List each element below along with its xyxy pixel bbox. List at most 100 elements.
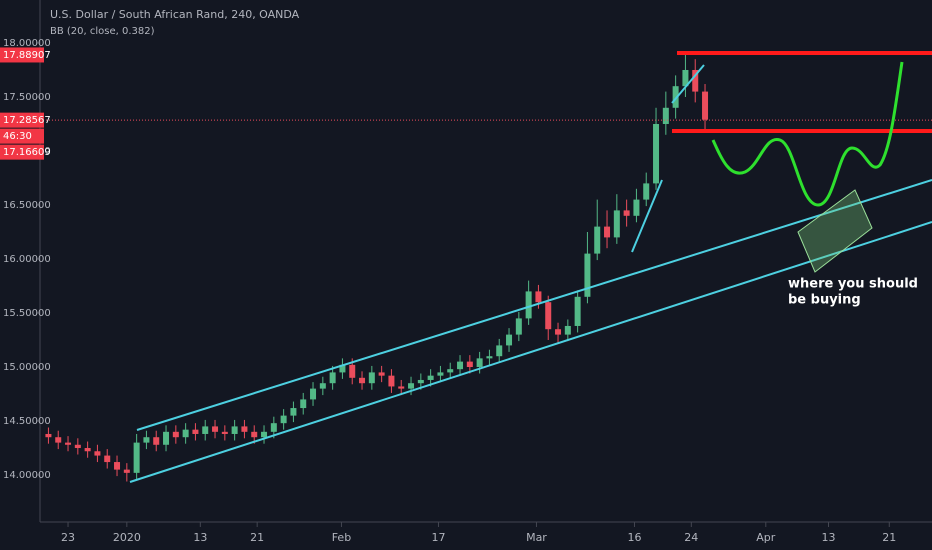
annotation: where you should bbox=[788, 277, 918, 292]
candle-body bbox=[94, 451, 101, 456]
countdown-label: 46:30 bbox=[3, 131, 32, 142]
candle-body bbox=[535, 291, 542, 303]
price-tag-label: 17.88907 bbox=[3, 50, 51, 61]
candle-body bbox=[329, 372, 336, 384]
candle-body bbox=[574, 296, 581, 326]
candle-body bbox=[672, 86, 679, 108]
candle-body bbox=[114, 462, 121, 470]
candle-body bbox=[594, 226, 601, 254]
candle-body bbox=[65, 442, 72, 445]
candle-body bbox=[604, 226, 611, 238]
price-tag bbox=[0, 112, 44, 128]
candle-body bbox=[545, 302, 552, 330]
candle-body bbox=[241, 426, 248, 432]
candle-body bbox=[613, 210, 620, 238]
projection-curve bbox=[711, 61, 904, 207]
candle-body bbox=[525, 291, 532, 319]
candle-body bbox=[702, 91, 709, 120]
y-tick-label: 18.00000 bbox=[3, 38, 51, 49]
candle-body bbox=[682, 69, 689, 87]
candle-body bbox=[104, 455, 111, 463]
candle-body bbox=[555, 329, 562, 335]
candle-body bbox=[280, 415, 287, 424]
price-tag-label: 17.16609 bbox=[3, 147, 51, 158]
x-tick-label: 21 bbox=[250, 531, 264, 544]
y-tick-label: 14.50000 bbox=[3, 416, 51, 427]
channel-upper bbox=[136, 179, 932, 431]
y-tick-label: 16.00000 bbox=[3, 254, 51, 265]
candle-body bbox=[45, 433, 52, 438]
y-tick-label: 15.00000 bbox=[3, 362, 51, 373]
candle-body bbox=[231, 426, 238, 434]
candle-body bbox=[515, 318, 522, 335]
candle-body bbox=[388, 375, 395, 387]
candle-body bbox=[476, 358, 483, 368]
candle-body bbox=[143, 437, 150, 443]
candle-body bbox=[74, 444, 81, 449]
candle-body bbox=[310, 388, 317, 400]
y-tick-label: 14.00000 bbox=[3, 470, 51, 481]
candle-body bbox=[623, 210, 630, 216]
candle-body bbox=[192, 429, 199, 434]
candle-body bbox=[123, 469, 130, 473]
candle-body bbox=[643, 183, 650, 200]
y-tick-label: 16.50000 bbox=[3, 200, 51, 211]
x-tick-label: Apr bbox=[756, 531, 776, 544]
y-tick-label: 17.50000 bbox=[3, 92, 51, 103]
price-tag bbox=[0, 47, 44, 63]
candle-body bbox=[251, 431, 258, 438]
candle-body bbox=[172, 431, 179, 438]
trend-line bbox=[631, 179, 663, 253]
candle-body bbox=[261, 431, 268, 438]
candle-body bbox=[163, 431, 170, 445]
x-tick-label: 21 bbox=[882, 531, 896, 544]
candle-body bbox=[466, 361, 473, 368]
candle-body bbox=[319, 383, 326, 389]
y-tick-label: 15.50000 bbox=[3, 308, 51, 319]
x-tick-label: Feb bbox=[332, 531, 351, 544]
x-tick-label: 13 bbox=[822, 531, 836, 544]
candle-body bbox=[339, 364, 346, 373]
candle-body bbox=[584, 253, 591, 297]
candle-body bbox=[653, 123, 660, 184]
x-tick-label: 2020 bbox=[113, 531, 141, 544]
candle-body bbox=[496, 345, 503, 357]
candle-body bbox=[633, 199, 640, 216]
candle-body bbox=[378, 372, 385, 376]
price-tag bbox=[0, 144, 44, 160]
indicator-label: BB (20, close, 0.382) bbox=[50, 26, 155, 37]
drawings bbox=[129, 51, 932, 483]
candle-body bbox=[368, 372, 375, 384]
channel-lower bbox=[129, 221, 932, 483]
x-tick-label: 23 bbox=[61, 531, 75, 544]
candle-body bbox=[270, 423, 277, 432]
candle-body bbox=[417, 379, 424, 384]
x-tick-label: 24 bbox=[684, 531, 698, 544]
x-tick-label: Mar bbox=[526, 531, 547, 544]
candle-body bbox=[486, 356, 493, 359]
candle-body bbox=[447, 369, 454, 373]
x-tick-label: 16 bbox=[627, 531, 641, 544]
candle-body bbox=[408, 383, 415, 389]
candle-body bbox=[564, 325, 571, 335]
candle-body bbox=[153, 437, 160, 445]
countdown-tag bbox=[0, 128, 44, 144]
candle-body bbox=[212, 426, 219, 432]
trend-line bbox=[671, 64, 705, 104]
candle-body bbox=[662, 107, 669, 124]
candle-body bbox=[202, 426, 209, 434]
candle-body bbox=[359, 377, 366, 384]
candle-body bbox=[133, 442, 140, 473]
candle-body bbox=[84, 448, 91, 452]
candle-body bbox=[398, 386, 405, 389]
candle-body bbox=[427, 375, 434, 380]
chart-title: U.S. Dollar / South African Rand, 240, O… bbox=[50, 8, 300, 21]
candle-body bbox=[437, 372, 444, 376]
buy-zone bbox=[797, 189, 873, 273]
candle-body bbox=[349, 364, 356, 378]
candle-body bbox=[182, 429, 189, 438]
candle-body bbox=[506, 334, 513, 346]
candle-body bbox=[55, 437, 62, 443]
